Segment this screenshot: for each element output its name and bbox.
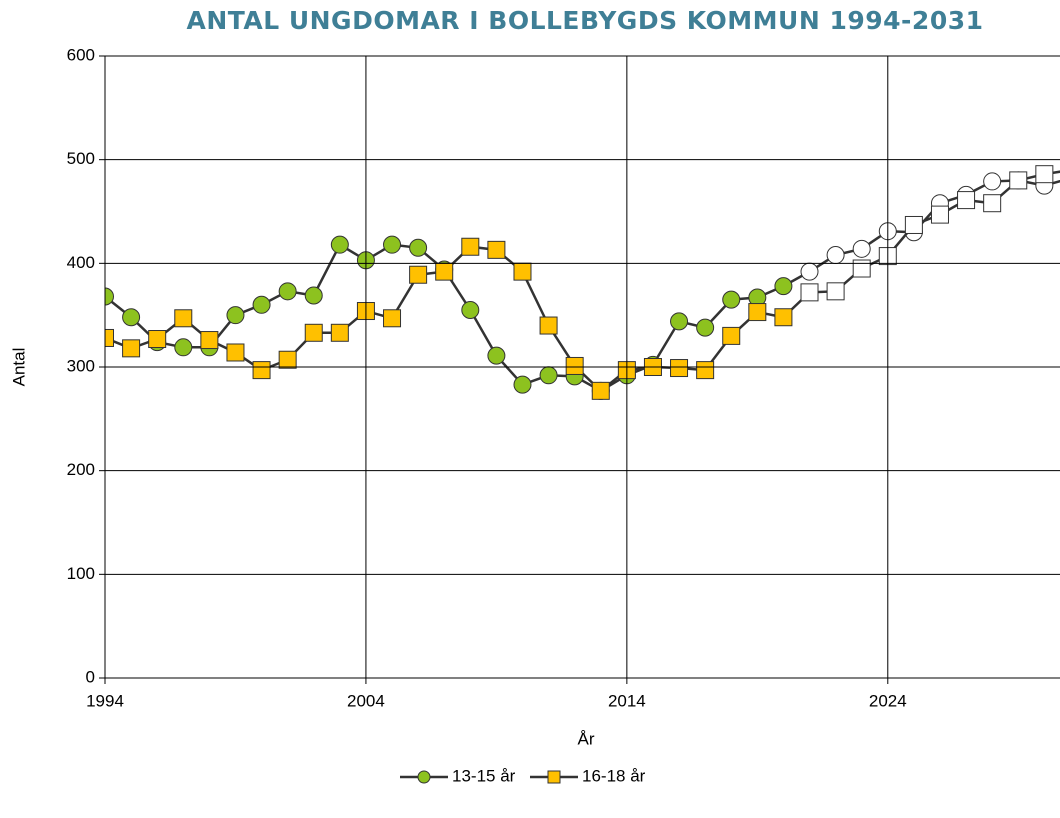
marker [591, 381, 610, 400]
marker [409, 265, 428, 284]
marker [174, 338, 193, 357]
marker [513, 262, 532, 281]
marker [983, 172, 1002, 191]
legend-marker [417, 770, 431, 784]
legend-marker [547, 770, 561, 784]
legend-label: 13-15 år [452, 766, 516, 785]
marker [383, 235, 402, 254]
marker [330, 235, 349, 254]
marker [826, 282, 845, 301]
x-tick-label: 2014 [608, 691, 646, 710]
marker [852, 259, 871, 278]
marker [670, 359, 689, 378]
marker [200, 331, 219, 350]
marker [800, 283, 819, 302]
x-axis-label: År [578, 729, 595, 748]
marker [252, 361, 271, 380]
marker [696, 361, 715, 380]
marker [852, 239, 871, 258]
marker [461, 237, 480, 256]
y-axis-label: Antal [9, 348, 28, 387]
plot-area [105, 165, 1060, 400]
marker [513, 375, 532, 394]
marker [957, 191, 976, 210]
marker [722, 326, 741, 345]
y-tick-label: 500 [67, 149, 95, 168]
marker [304, 286, 323, 305]
y-tick-label: 600 [67, 45, 95, 64]
marker [800, 262, 819, 281]
y-tick-label: 300 [67, 356, 95, 375]
x-tick-label: 1994 [86, 691, 124, 710]
marker [774, 308, 793, 327]
marker [930, 205, 949, 224]
marker [278, 282, 297, 301]
marker [1009, 171, 1028, 190]
marker [826, 246, 845, 265]
marker [565, 356, 584, 375]
y-tick-label: 200 [67, 460, 95, 479]
marker [461, 300, 480, 319]
y-tick-label: 0 [86, 667, 95, 686]
x-tick-label: 2024 [869, 691, 907, 710]
marker [278, 350, 297, 369]
marker [696, 318, 715, 337]
marker [330, 323, 349, 342]
marker [670, 312, 689, 331]
marker [774, 277, 793, 296]
marker [226, 343, 245, 362]
marker [539, 316, 558, 335]
marker [304, 323, 323, 342]
marker [105, 287, 114, 306]
marker [409, 238, 428, 257]
marker [435, 262, 454, 281]
marker [148, 330, 167, 349]
marker [122, 308, 141, 327]
marker [105, 328, 114, 347]
marker [487, 346, 506, 365]
marker [122, 339, 141, 358]
marker [748, 303, 767, 322]
marker [983, 194, 1002, 213]
marker [722, 290, 741, 309]
chart-title: ANTAL UNGDOMAR I BOLLEBYGDS KOMMUN 1994-… [186, 6, 983, 35]
marker [383, 309, 402, 328]
legend-label: 16-18 år [582, 766, 646, 785]
marker [539, 366, 558, 385]
marker [252, 295, 271, 314]
y-tick-label: 100 [67, 564, 95, 583]
marker [174, 309, 193, 328]
y-tick-label: 400 [67, 253, 95, 272]
marker [904, 215, 923, 234]
x-tick-label: 2004 [347, 691, 385, 710]
marker [1035, 165, 1054, 184]
marker [487, 240, 506, 259]
marker [226, 306, 245, 325]
